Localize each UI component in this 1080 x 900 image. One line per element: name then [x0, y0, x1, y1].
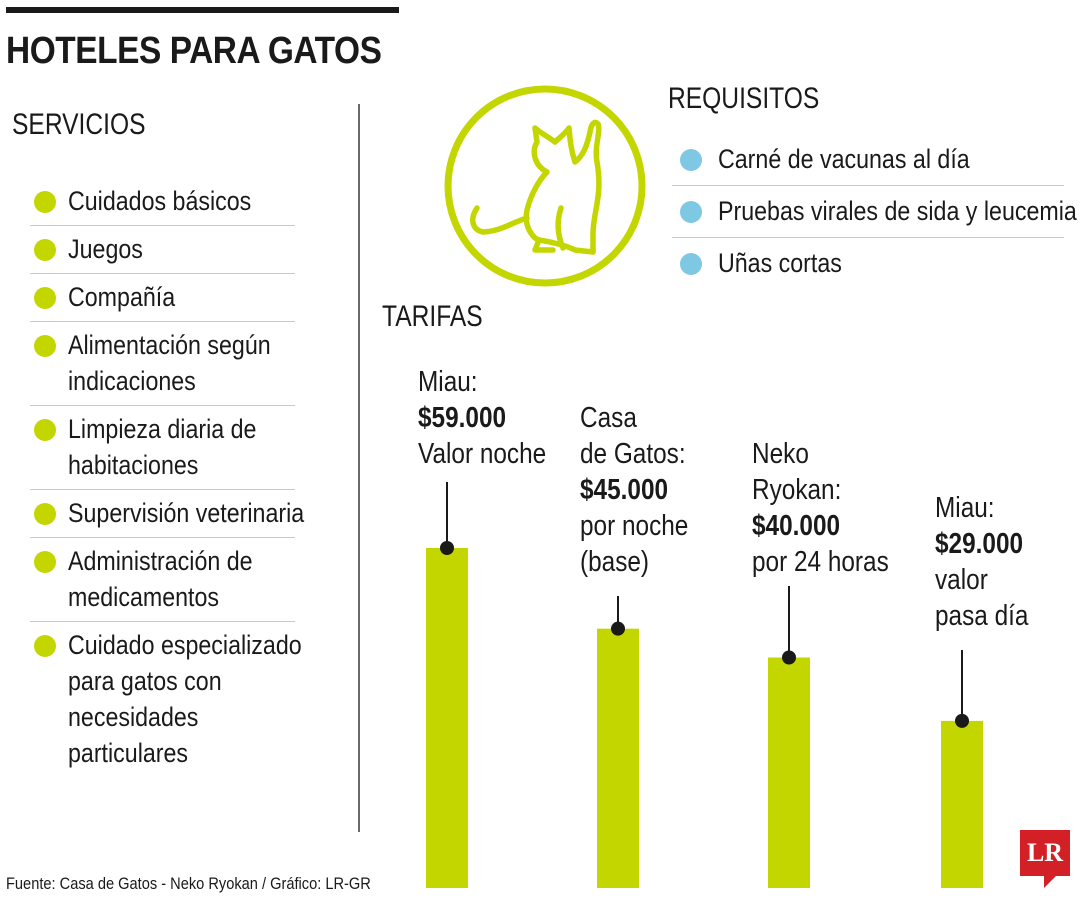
label-text: Miau:	[418, 366, 478, 398]
label-text: (base)	[580, 546, 650, 578]
list-item: Compañía	[30, 274, 295, 322]
label-text: Neko	[752, 438, 809, 470]
list-item: Limpieza diaria de habitaciones	[30, 406, 295, 490]
bar-2	[597, 628, 639, 888]
label-text: de Gatos:	[580, 438, 686, 470]
leader-dot-1	[440, 541, 454, 555]
list-item: Uñas cortas	[672, 238, 1064, 289]
chart-title: TARIFAS	[382, 300, 483, 333]
label-text: valor	[935, 564, 988, 596]
label-text: por 24 horas	[752, 546, 889, 578]
page-title: HOTELES PARA GATOS	[6, 30, 382, 72]
bullet-dot-icon	[680, 253, 702, 275]
bar-1	[426, 548, 468, 888]
label-text: pasa día	[935, 600, 1029, 632]
bar-label-2: Casa de Gatos: $45.000 por noche (base)	[580, 400, 709, 580]
list-item: Supervisión veterinaria	[30, 490, 304, 538]
label-text: Casa	[580, 402, 637, 434]
bar-3	[768, 657, 810, 888]
list-item: Juegos	[30, 226, 295, 274]
list-item: Pruebas virales de sida y leucemia	[672, 186, 1077, 238]
list-item: Carné de vacunas al día	[672, 134, 1064, 186]
bar-label-1: Miau: $59.000 Valor noche	[418, 364, 571, 472]
bullet-dot-icon	[34, 287, 56, 309]
data-label: $59.000	[418, 402, 507, 434]
list-item: Cuidado especializado para gatos con nec…	[30, 622, 302, 777]
bullet-dot-icon	[34, 335, 56, 357]
bar-4	[941, 720, 983, 888]
bar-label-3: Neko Ryokan: $40.000 por 24 horas	[752, 436, 915, 580]
bullet-dot-icon	[34, 551, 56, 573]
list-item: Cuidados básicos	[30, 178, 295, 226]
leader-dot-4	[955, 713, 969, 728]
label-text: Miau:	[935, 492, 995, 524]
list-item: Alimentación según indicaciones	[30, 322, 295, 406]
data-label: $45.000	[580, 474, 669, 506]
bullet-dot-icon	[34, 239, 56, 261]
bullet-dot-icon	[34, 503, 56, 525]
column-divider	[358, 104, 360, 832]
bar-label-4: Miau: $29.000 valor pasa día	[935, 490, 1046, 634]
services-list: Cuidados básicos Juegos Compañía Aliment…	[30, 178, 304, 777]
data-label: $40.000	[752, 510, 841, 542]
label-text: Ryokan:	[752, 474, 842, 506]
label-text: Valor noche	[418, 438, 547, 470]
services-heading: SERVICIOS	[12, 108, 146, 141]
requirements-list: Carné de vacunas al día Pruebas virales …	[672, 134, 1077, 289]
bullet-dot-icon	[34, 419, 56, 441]
leader-dot-3	[782, 650, 796, 665]
bullet-dot-icon	[34, 191, 56, 213]
bullet-dot-icon	[680, 201, 702, 223]
cat-in-circle-icon	[444, 85, 646, 287]
requirements-heading: REQUISITOS	[668, 82, 820, 115]
list-item: Administración de medicamentos	[30, 538, 295, 622]
bullet-dot-icon	[680, 149, 702, 171]
bullet-dot-icon	[34, 635, 56, 657]
leader-dot-2	[611, 621, 625, 636]
label-text: por noche	[580, 510, 689, 542]
source-note: Fuente: Casa de Gatos - Neko Ryokan / Gr…	[6, 874, 371, 893]
top-rule	[6, 7, 399, 13]
lr-logo: LR	[1020, 830, 1070, 888]
data-label: $29.000	[935, 528, 1024, 560]
